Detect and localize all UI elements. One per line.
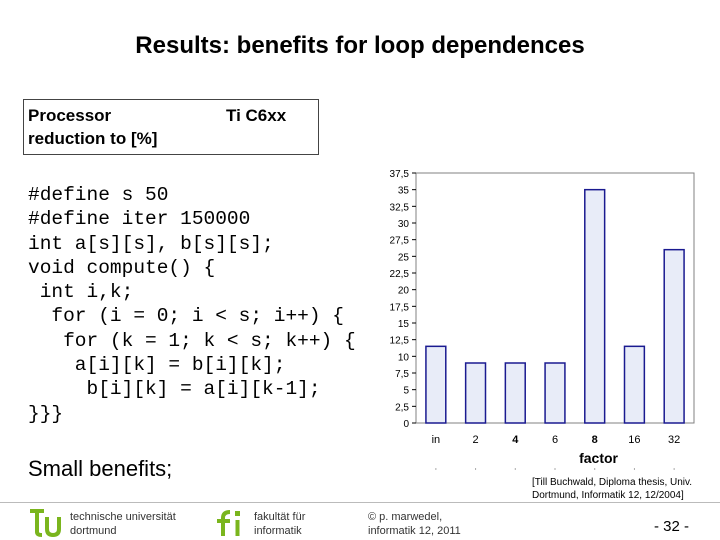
y-tick-label: 27,5 (390, 236, 410, 247)
bar (504, 362, 526, 424)
processor-name: Ti C6xx (226, 106, 287, 125)
bar (544, 362, 566, 424)
y-tick-label: 35 (398, 186, 410, 197)
tu-logo-icon (30, 509, 61, 538)
copyright: © p. marwedel, informatik 12, 2011 (368, 510, 461, 538)
code-line: int i,k; (28, 281, 134, 304)
x-axis-label: factor (579, 450, 618, 466)
tu-line2: dortmund (70, 525, 117, 537)
y-tick-label: 7,5 (395, 369, 409, 380)
x-tick-label: 8 (592, 434, 598, 446)
tu-name: technische universität dortmund (70, 510, 176, 538)
tu-line1: technische universität (70, 511, 176, 523)
info-label-line2: reduction to [%] (28, 129, 158, 148)
x-tick-label: in (432, 434, 441, 446)
citation-line1: [Till Buchwald, Diploma thesis, Univ. (532, 477, 693, 488)
y-tick-label: 17,5 (390, 302, 410, 313)
code-line: b[i][k] = a[i][k-1]; (28, 378, 321, 401)
citation-line2: Dortmund, Informatik 12, 12/2004] (532, 490, 684, 501)
fi-logo-icon (217, 510, 240, 536)
info-box: Processor reduction to [%] Ti C6xx (23, 99, 319, 155)
y-tick-label: 20 (398, 286, 410, 297)
code-line: #define iter 150000 (28, 208, 251, 231)
fi-line2: informatik (254, 525, 302, 537)
y-tick-label: 5 (403, 386, 409, 397)
copy-line2: informatik 12, 2011 (368, 525, 461, 537)
bar-chart: 0 2,5 5 7,5 10 12,5 15 17,5 20 22,5 25 27,5 30 32,5 35… (390, 169, 695, 470)
y-tick-label: 0 (403, 419, 409, 430)
code-line: void compute() { (28, 256, 216, 279)
x-tick-label: 4 (512, 434, 519, 446)
info-label-line1: Processor (28, 106, 112, 125)
bar (663, 248, 685, 424)
y-tick-label: 25 (398, 252, 410, 263)
fi-line1: fakultät für (254, 511, 306, 523)
bar (623, 345, 646, 424)
y-tick-label: 37,5 (390, 169, 410, 180)
y-tick-label: 12,5 (390, 336, 410, 347)
x-tick-label: 32 (668, 434, 680, 446)
code-line: }}} (28, 402, 64, 425)
footer-divider (0, 502, 720, 503)
x-tick-label: 6 (552, 434, 558, 446)
code-line: for (i = 0; i < s; i++) { (28, 305, 344, 328)
citation: [Till Buchwald, Diploma thesis, Univ. Do… (532, 476, 692, 502)
code-line: int a[s][s], b[s][s]; (28, 232, 274, 255)
code-line: a[i][k] = b[i][k]; (28, 354, 286, 377)
y-tick-label: 22,5 (390, 269, 410, 280)
x-tick-label: 2 (473, 434, 479, 446)
y-tick-label: 2,5 (395, 402, 409, 413)
y-tick-label: 30 (398, 219, 410, 230)
bar (464, 362, 487, 424)
code-line: #define s 50 (28, 184, 169, 206)
summary-text: Small benefits; (28, 456, 173, 481)
slide-title: Results: benefits for loop dependences (135, 32, 585, 59)
copy-line1: © p. marwedel, (368, 511, 443, 523)
code-listing: #define s 50 #define iter 150000 int a[s][… (28, 183, 356, 426)
page-number: - 32 - (654, 518, 690, 535)
y-tick-label: 15 (398, 319, 410, 330)
y-tick-label: 32,5 (390, 202, 410, 213)
bar (584, 188, 606, 424)
y-tick-label: 10 (398, 352, 410, 363)
faculty-name: fakultät für informatik (254, 510, 305, 538)
code-line: for (k = 1; k < s; k++) { (28, 329, 356, 352)
x-tick-label: 16 (628, 434, 640, 446)
bar (425, 345, 447, 424)
